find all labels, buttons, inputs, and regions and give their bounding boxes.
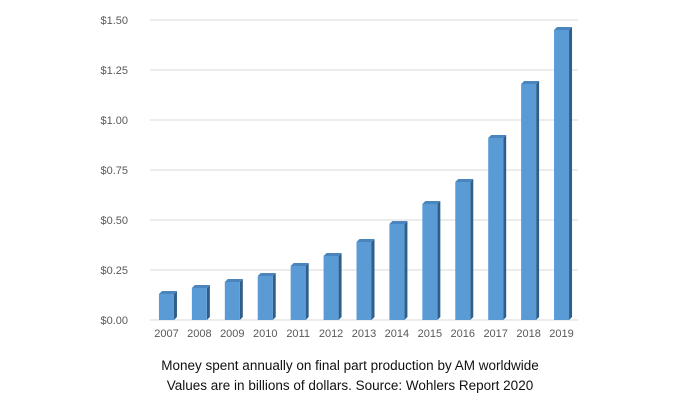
bar [422,201,441,320]
y-tick-label: $0.75 [100,165,128,177]
bar-front-face [158,294,174,320]
x-tick-label: 2008 [187,328,211,340]
bar-side-face [503,135,507,320]
bars [158,27,573,320]
gridlines [150,19,578,321]
x-tick-label: 2010 [253,328,277,340]
y-tick-label: $0.00 [100,315,128,327]
x-tick-label: 2009 [220,328,244,340]
bar-top-face [422,201,441,204]
bar-front-face [356,242,372,320]
bar-side-face [338,253,342,320]
x-tick-label: 2014 [385,328,409,340]
x-tick-label: 2018 [516,328,540,340]
bar-side-face [569,27,573,320]
bar-top-face [488,135,507,138]
x-tick-label: 2017 [483,328,507,340]
bar [389,221,408,320]
x-tick-label: 2013 [352,328,376,340]
bar-side-face [239,279,243,320]
bar-top-face [455,179,474,182]
y-tick-label: $1.25 [100,65,128,77]
bar-top-face [323,253,342,256]
chart-caption-line-2: Values are in billions of dollars. Sourc… [166,378,534,393]
bar-top-face [356,239,375,242]
bar-side-face [305,263,309,320]
bar-top-face [290,263,309,266]
bar [554,27,573,320]
bar-top-face [389,221,408,224]
bar-front-face [521,84,537,320]
bar-chart: $0.00 $0.25 $0.50 $0.75 $1.00 $1.25 $1.50 2007… [100,15,578,340]
x-tick-label: 2011 [286,328,310,340]
bar [224,279,243,320]
bar [158,291,177,320]
bar-front-face [323,256,339,320]
bar [488,135,507,320]
bar [521,81,540,320]
y-tick-label: $1.00 [100,115,128,127]
bar-front-face [455,182,471,320]
bar-side-face [272,273,276,320]
bar-front-face [389,224,405,320]
bar [290,263,309,320]
bar-front-face [224,282,240,320]
bar [455,179,474,320]
bar-front-face [554,30,570,320]
bar-top-face [224,279,243,282]
bar-top-face [521,81,540,84]
x-axis-tick-labels: 2007 2008 2009 2010 2011 2012 2013 2014 2015 2016… [154,328,574,340]
bar-side-face [173,291,177,320]
bar-top-face [191,285,210,288]
y-tick-label: $1.50 [100,15,128,27]
bar-top-face [158,291,177,294]
bar [323,253,342,320]
bar-side-face [437,201,441,320]
chart-caption-line-1: Money spent annually on final part produ… [161,358,539,373]
bar-front-face [422,204,438,320]
bar-front-face [257,276,273,320]
bar-side-face [470,179,474,320]
bar-front-face [191,288,207,320]
bar [356,239,375,320]
bar-side-face [404,221,408,320]
bar-side-face [206,285,210,320]
y-axis-tick-labels: $0.00 $0.25 $0.50 $0.75 $1.00 $1.25 $1.50 [100,15,128,327]
x-tick-label: 2019 [549,328,573,340]
bar [257,273,276,320]
bar-front-face [290,266,306,320]
bar-top-face [257,273,276,276]
bar-side-face [371,239,375,320]
x-tick-label: 2016 [451,328,475,340]
bar [191,285,210,320]
y-tick-label: $0.50 [100,215,128,227]
bar-top-face [554,27,573,30]
bar-front-face [488,138,504,320]
bar-side-face [536,81,540,320]
x-tick-label: 2007 [154,328,178,340]
y-tick-label: $0.25 [100,265,128,277]
x-tick-label: 2012 [319,328,343,340]
x-tick-label: 2015 [418,328,442,340]
